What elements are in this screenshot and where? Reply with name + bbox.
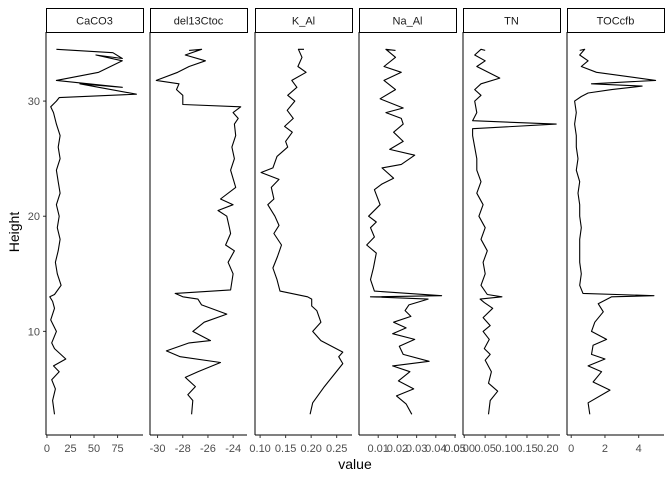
x-tick-label: 0.15	[275, 443, 296, 455]
facet-strip-label: TOCcfb	[597, 16, 635, 28]
facet-strip	[255, 8, 353, 33]
facet-strip	[567, 8, 665, 33]
y-tick-label: 10	[28, 326, 40, 338]
facet-strip	[150, 8, 248, 33]
x-tick-label: 0	[44, 443, 50, 455]
x-tick-label: 0.20	[300, 443, 321, 455]
series-line	[155, 48, 242, 415]
x-tick-label: 0.20	[537, 443, 558, 455]
y-axis-title: Height	[6, 212, 22, 253]
panel-caco3: CaCO3 0 25 50 75	[44, 8, 144, 455]
x-tick-label: 0.03	[406, 443, 427, 455]
panel-k-al: K_Al 0.10 0.15 0.20 0.25	[249, 8, 353, 455]
series-line	[574, 48, 657, 415]
x-tick-label: 0.25	[326, 443, 347, 455]
x-tick-label: 0.15	[516, 443, 537, 455]
x-tick-label: -30	[150, 443, 166, 455]
series-line	[366, 48, 443, 415]
facet-strip	[46, 8, 144, 33]
panel-tn: TN 0.00 0.05 0.10 0.15 0.20	[454, 8, 561, 455]
x-tick-label: 0.04	[425, 443, 446, 455]
facet-strip-label: K_Al	[292, 16, 315, 28]
x-tick-label: 0.10	[249, 443, 270, 455]
series-line	[472, 48, 557, 415]
facet-strip-label: del13Ctoc	[174, 16, 224, 28]
x-tick-label: 50	[88, 443, 100, 455]
facet-strip	[463, 8, 561, 33]
x-tick-label: 0.05	[474, 443, 495, 455]
facet-strip-label: Na_Al	[393, 16, 423, 28]
panel-del13ctoc: del13Ctoc -30 -28 -26 -24	[149, 8, 248, 455]
x-tick-label: 0.02	[387, 443, 408, 455]
x-tick-label: 0.05	[444, 443, 465, 455]
x-tick-label: 0	[568, 443, 574, 455]
y-tick-label: 30	[28, 96, 40, 108]
y-tick-label: 20	[28, 211, 40, 223]
series-line	[49, 48, 137, 415]
x-tick-label: 4	[636, 443, 642, 455]
facet-strip-label: TN	[504, 16, 519, 28]
facet-strip	[359, 8, 457, 33]
x-tick-label: 2	[602, 443, 608, 455]
panel-na-al: Na_Al 0.010.020.030.040.05	[358, 8, 466, 455]
x-tick-label: 0.01	[367, 443, 388, 455]
panel-toccfb: TOCcfb 0 2 4	[566, 8, 665, 455]
x-tick-label: -28	[175, 443, 191, 455]
x-tick-label: 75	[111, 443, 123, 455]
facet-strip-label: CaCO3	[76, 16, 113, 28]
x-axis-title: value	[338, 456, 372, 472]
x-tick-label: -26	[200, 443, 216, 455]
x-tick-label: 0.10	[495, 443, 516, 455]
x-tick-label: 25	[64, 443, 76, 455]
x-tick-label: 0.00	[454, 443, 475, 455]
x-tick-label: -24	[225, 443, 241, 455]
series-line	[260, 48, 344, 415]
